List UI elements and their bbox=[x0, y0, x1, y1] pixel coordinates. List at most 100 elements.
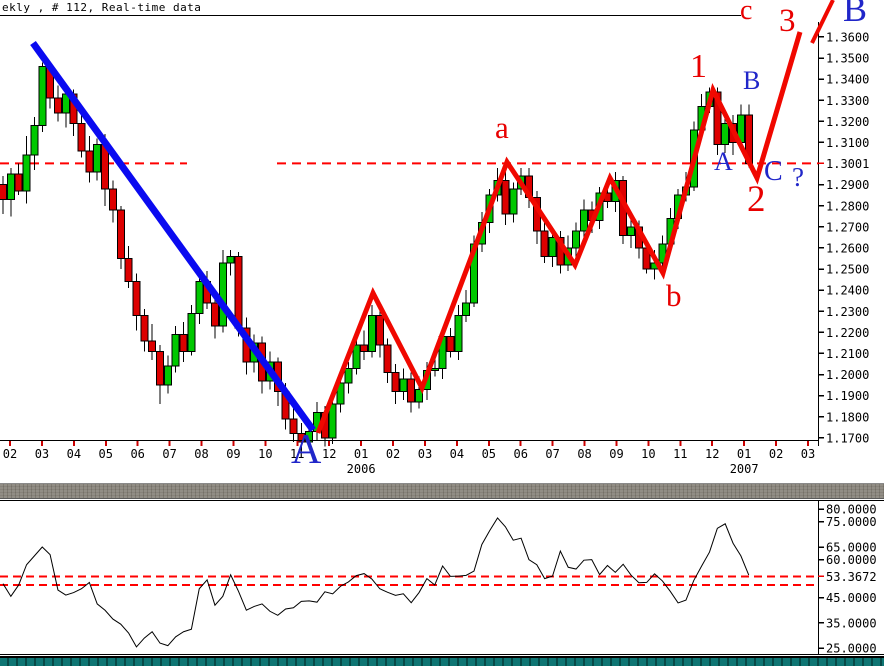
candle-up bbox=[572, 230, 581, 249]
candle-down bbox=[391, 371, 400, 392]
month-label: 03 bbox=[418, 447, 432, 461]
wave-label-b[interactable]: b bbox=[666, 278, 682, 313]
bottom-teal-strip bbox=[0, 656, 884, 666]
wave-label-1[interactable]: 1 bbox=[690, 48, 707, 85]
indicator-line bbox=[2, 517, 750, 648]
month-label: 01 bbox=[354, 447, 368, 461]
price-axis-label: 1.2000 bbox=[826, 368, 869, 382]
candle-up bbox=[30, 125, 39, 156]
price-axis-label: 1.2700 bbox=[826, 220, 869, 234]
price-axis-label: 1.3400 bbox=[826, 73, 869, 87]
price-axis-label: 1.1700 bbox=[826, 431, 869, 445]
wave-label-C[interactable]: C bbox=[764, 156, 783, 187]
candle-down bbox=[53, 97, 62, 114]
candle-up bbox=[93, 144, 102, 173]
wave-label-?[interactable]: ? bbox=[792, 162, 804, 192]
price-axis-label: 1.2200 bbox=[826, 326, 869, 340]
candle-down bbox=[713, 91, 722, 146]
candle-down bbox=[132, 281, 141, 317]
price-axis-label: 1.2800 bbox=[826, 199, 869, 213]
candle-down bbox=[0, 184, 7, 200]
candle-down bbox=[77, 122, 86, 152]
candlesticks bbox=[0, 62, 753, 451]
wave-label-a[interactable]: a bbox=[495, 110, 509, 145]
price-axis-label: 1.3500 bbox=[826, 52, 869, 66]
candle-up bbox=[548, 236, 557, 257]
month-label: 11 bbox=[290, 447, 304, 461]
month-label: 09 bbox=[609, 447, 623, 461]
candle-down bbox=[85, 150, 94, 173]
candle-down bbox=[148, 340, 157, 352]
candle-down bbox=[179, 333, 188, 352]
candle-up bbox=[226, 255, 235, 264]
candle-up bbox=[430, 367, 439, 371]
candle-down bbox=[360, 344, 369, 352]
projection-segment[interactable] bbox=[810, 0, 835, 44]
panel-splitter[interactable] bbox=[0, 483, 884, 499]
candle-up bbox=[328, 403, 337, 439]
candle-up bbox=[218, 262, 227, 327]
candle-down bbox=[407, 378, 416, 403]
candle-down bbox=[375, 315, 384, 346]
candle-down bbox=[140, 315, 149, 342]
price-axis-label: 1.2600 bbox=[826, 241, 869, 255]
month-label: 07 bbox=[162, 447, 176, 461]
month-label: 10 bbox=[258, 447, 272, 461]
month-label: 03 bbox=[35, 447, 49, 461]
wave-label-c[interactable]: c bbox=[740, 0, 753, 26]
candle-up bbox=[163, 365, 172, 386]
price-axis-label: 1.1800 bbox=[826, 410, 869, 424]
candle-down bbox=[116, 209, 125, 260]
price-axis-label: 1.2400 bbox=[826, 284, 869, 298]
month-label: 08 bbox=[577, 447, 591, 461]
candle-up bbox=[187, 312, 196, 352]
candle-down bbox=[156, 350, 164, 386]
month-label: 02 bbox=[386, 447, 400, 461]
indicator-axis-label: 25.0000 bbox=[826, 642, 877, 656]
candle-down bbox=[14, 173, 23, 192]
indicator-axis-label: 65.0000 bbox=[826, 541, 877, 555]
price-axis-label: 1.2300 bbox=[826, 305, 869, 319]
chart-title: ekly , # 112, Real-time data bbox=[2, 1, 202, 14]
price-axis-label: 1.1900 bbox=[826, 389, 869, 403]
wave-label-2[interactable]: 2 bbox=[747, 179, 766, 220]
elliott-zigzag[interactable] bbox=[315, 31, 803, 434]
price-axis-label: 1.3300 bbox=[826, 94, 869, 108]
candle-down bbox=[289, 418, 298, 435]
candle-up bbox=[454, 315, 463, 352]
year-label: 2007 bbox=[730, 462, 759, 476]
indicator-axis-label: 60.0000 bbox=[826, 553, 877, 567]
price-axis-label: 1.2100 bbox=[826, 347, 869, 361]
candle-up bbox=[399, 378, 408, 392]
month-label: 11 bbox=[673, 447, 687, 461]
candle-up bbox=[367, 315, 376, 352]
month-label: 07 bbox=[545, 447, 559, 461]
month-label: 05 bbox=[482, 447, 496, 461]
candle-down bbox=[234, 255, 243, 329]
wave-label-3[interactable]: 3 bbox=[779, 3, 796, 39]
candle-up bbox=[415, 388, 424, 403]
month-label: 02 bbox=[3, 447, 17, 461]
wave-label-B[interactable]: B bbox=[743, 66, 761, 95]
month-label: 12 bbox=[322, 447, 336, 461]
indicator-axis-label: 45.0000 bbox=[826, 591, 877, 605]
candle-up bbox=[579, 209, 588, 232]
candle-up bbox=[352, 344, 361, 369]
price-axis-label: 1.3600 bbox=[826, 30, 869, 44]
year-label: 2006 bbox=[347, 462, 376, 476]
candle-down bbox=[297, 433, 306, 443]
wave-label-A[interactable]: A bbox=[291, 427, 322, 473]
blue-trendline[interactable] bbox=[30, 40, 316, 433]
month-label: 01 bbox=[737, 447, 751, 461]
candle-up bbox=[462, 302, 471, 317]
candle-up bbox=[38, 66, 47, 127]
candle-up bbox=[171, 333, 180, 367]
wave-label-A[interactable]: A bbox=[714, 147, 733, 176]
price-panel: 1.3600 1.3500 1.3400 1.3300 1.3200 1.3100 1.29… bbox=[0, 0, 869, 476]
candle-up bbox=[6, 173, 15, 200]
candle-up bbox=[336, 382, 345, 405]
price-axis-label: 1.3200 bbox=[826, 115, 869, 129]
candle-down bbox=[501, 179, 510, 215]
indicator-current-label: 53.3672 bbox=[826, 570, 877, 584]
wave-label-B[interactable]: B bbox=[843, 0, 868, 29]
